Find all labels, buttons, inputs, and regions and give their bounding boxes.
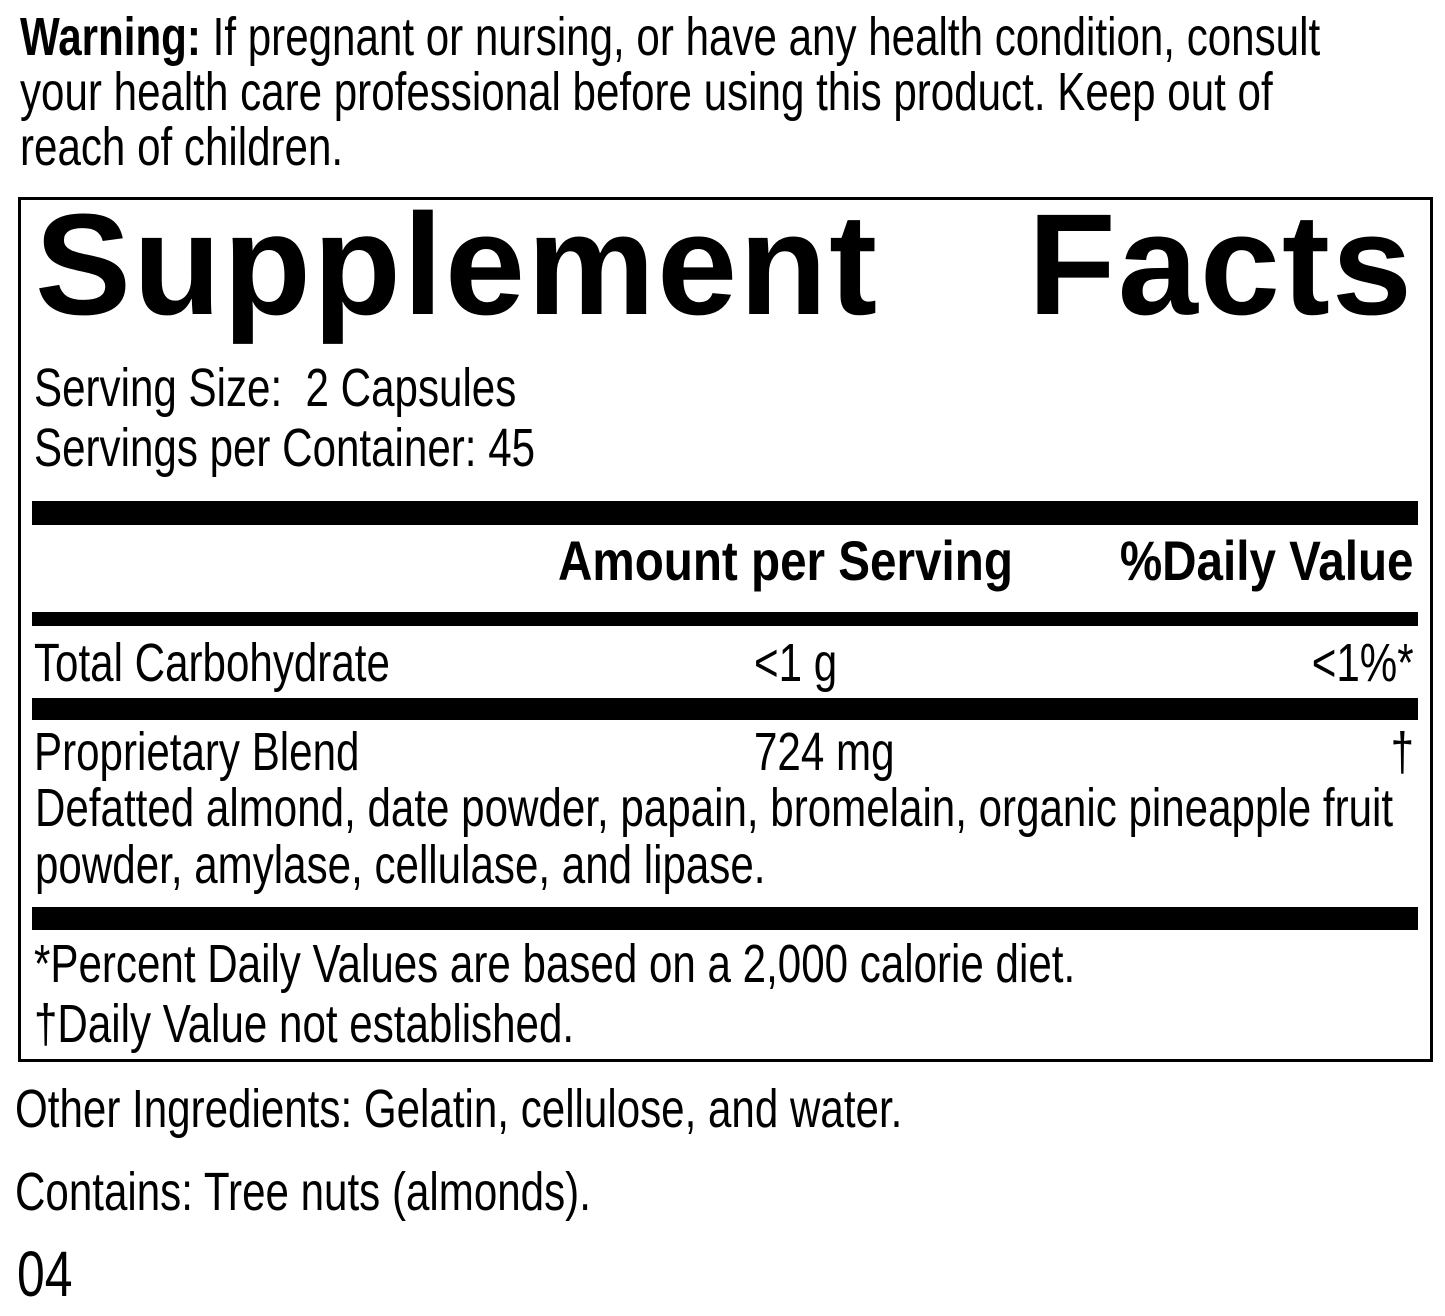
nutrient-name: Total Carbohydrate bbox=[34, 633, 390, 693]
blend-description: Defatted almond, date powder, papain, br… bbox=[35, 778, 1394, 895]
warning-label: Warning: bbox=[20, 7, 201, 67]
panel-title-word-1: Supplement bbox=[35, 184, 880, 345]
thick-rule-mid bbox=[32, 698, 1418, 720]
warning-text: Warning: If pregnant or nursing, or have… bbox=[20, 10, 1390, 175]
column-header-row: Amount per Serving %Daily Value bbox=[34, 533, 1414, 591]
nutrient-dv: <1%* bbox=[1312, 633, 1414, 693]
panel-title: Supplement Facts bbox=[35, 193, 1414, 337]
contains-statement: Contains: Tree nuts (almonds). bbox=[15, 1162, 591, 1222]
serving-size: Serving Size: 2 Capsules bbox=[34, 358, 517, 418]
thick-rule-bottom bbox=[32, 907, 1418, 930]
footnote-percent-dv: *Percent Daily Values are based on a 2,0… bbox=[34, 934, 1076, 994]
thick-rule-top bbox=[32, 501, 1418, 525]
panel-title-word-2: Facts bbox=[1027, 184, 1414, 345]
servings-per-container: Servings per Container: 45 bbox=[34, 418, 536, 478]
nutrient-amount: <1 g bbox=[754, 633, 838, 693]
nutrient-row-proprietary-blend: Proprietary Blend 724 mg † bbox=[34, 725, 1414, 783]
nutrient-name: Proprietary Blend bbox=[34, 722, 360, 782]
amount-header: Amount per Serving bbox=[558, 529, 1013, 592]
dv-header: %Daily Value bbox=[1120, 529, 1414, 592]
warning-body: If pregnant or nursing, or have any heal… bbox=[20, 7, 1321, 177]
page-number: 04 bbox=[17, 1238, 73, 1310]
footnote-dv-not-established: †Daily Value not established. bbox=[34, 994, 575, 1054]
other-ingredients: Other Ingredients: Gelatin, cellulose, a… bbox=[15, 1079, 903, 1139]
nutrient-row-total-carbohydrate: Total Carbohydrate <1 g <1%* bbox=[34, 636, 1414, 694]
nutrient-amount: 724 mg bbox=[754, 722, 895, 782]
supplement-facts-panel: Supplement Facts Serving Size: 2 Capsule… bbox=[18, 193, 1433, 1062]
medium-rule-under-header bbox=[32, 612, 1418, 626]
nutrient-dv: † bbox=[1390, 722, 1414, 782]
